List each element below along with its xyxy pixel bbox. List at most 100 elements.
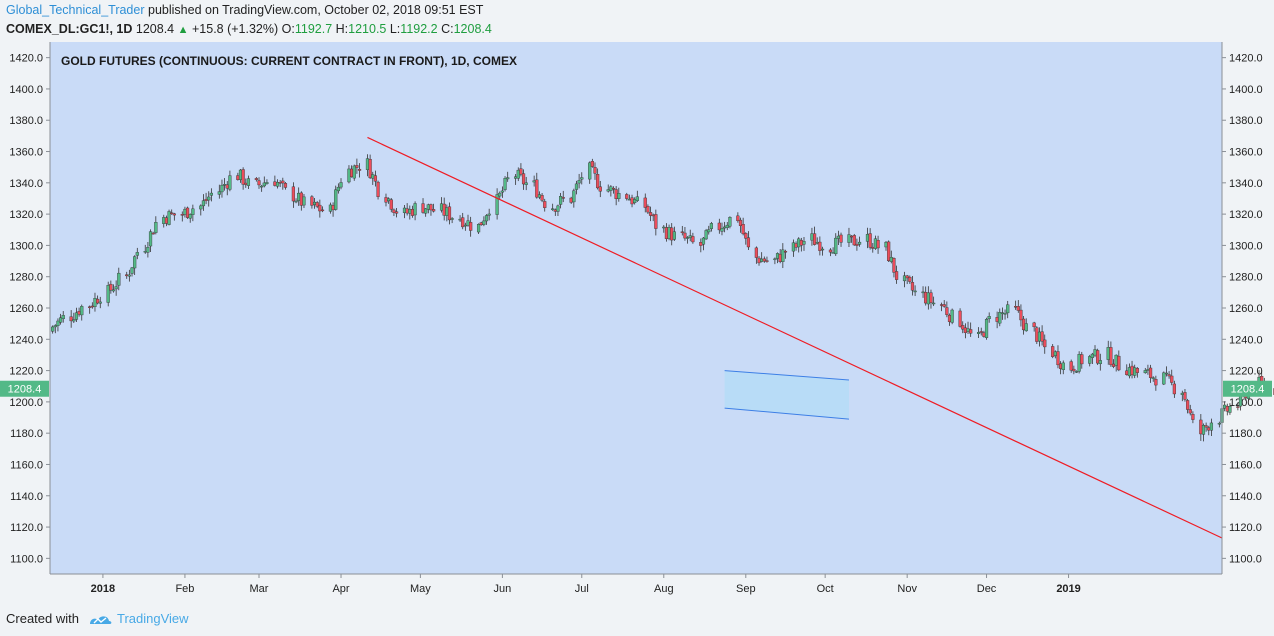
y-tick-label-right: 1160.0 [1229, 459, 1262, 471]
candle-body [680, 231, 684, 233]
candlestick [69, 310, 73, 328]
candlestick [424, 208, 428, 217]
candle-body [932, 302, 936, 305]
candle-body [757, 257, 761, 264]
price-change: +15.8 (+1.32%) [191, 22, 279, 36]
candlestick [357, 163, 362, 178]
candlestick [109, 280, 113, 294]
candle-body [130, 267, 134, 274]
candlestick [1069, 359, 1073, 373]
resistance-trendline[interactable] [367, 136, 1223, 539]
candle-body [746, 237, 751, 248]
candle-body [561, 197, 565, 199]
candlestick [984, 317, 989, 340]
candle-body [1080, 354, 1084, 365]
candlestick [368, 154, 372, 180]
candlestick [469, 216, 473, 237]
candlestick [868, 228, 872, 250]
candlestick [945, 301, 949, 318]
candle-body [1143, 370, 1147, 374]
candle-body [80, 306, 84, 316]
plot-area[interactable] [50, 42, 1222, 574]
candle-body [1170, 375, 1174, 383]
candle-body [887, 241, 891, 262]
candle-body [111, 289, 116, 292]
candle-body [762, 258, 766, 262]
candle-body [699, 242, 703, 246]
candle-body [945, 307, 949, 315]
candlestick [998, 308, 1002, 327]
candlestick [635, 190, 639, 202]
channel-upper-line[interactable] [724, 370, 850, 381]
candle-body [413, 203, 417, 216]
candlestick [738, 217, 743, 233]
candle-body [1098, 360, 1102, 365]
symbol-name: COMEX_DL:GC1!, 1D [6, 22, 133, 36]
candle-body [667, 227, 671, 239]
candlestick [201, 194, 206, 211]
candle-body [1217, 422, 1221, 425]
candlestick [429, 203, 433, 216]
candle-body [1209, 422, 1214, 431]
candlestick [114, 280, 118, 296]
candle-body [135, 252, 139, 256]
tradingview-brand-link[interactable]: TradingView [116, 611, 189, 626]
candle-body [500, 190, 504, 193]
candle-body [167, 211, 171, 225]
candle-body [1125, 370, 1129, 375]
candle-body [979, 331, 983, 333]
candlestick [1151, 376, 1155, 382]
candle-body [553, 209, 557, 212]
candle-body [320, 209, 325, 212]
candle-body [223, 184, 227, 186]
candle-body [77, 310, 81, 315]
y-tick-label-left: 1140.0 [10, 491, 43, 503]
candle-body [98, 301, 102, 304]
candlestick [389, 198, 393, 213]
candlestick [220, 179, 224, 198]
candlestick [958, 308, 962, 328]
candle-body [1014, 306, 1018, 308]
candlestick [625, 192, 629, 201]
candlestick [913, 285, 917, 297]
candle-body [984, 319, 989, 338]
candle-body [1077, 354, 1081, 372]
candlestick [524, 176, 528, 191]
candle-body [432, 209, 436, 212]
publication-line: Global_Technical_Trader published on Tra… [6, 3, 483, 17]
candle-body [987, 316, 991, 319]
candlestick [596, 168, 600, 190]
candle-body [238, 169, 243, 180]
candle-body [1167, 374, 1171, 377]
candle-body [1133, 367, 1137, 376]
candlestick [1186, 398, 1190, 414]
candle-body [998, 312, 1002, 324]
candlestick [707, 225, 711, 235]
y-tick-label-right: 1360.0 [1229, 147, 1263, 159]
candle-body [357, 168, 362, 171]
candlestick [1096, 348, 1100, 366]
candlestick [902, 271, 907, 288]
candle-body [1090, 353, 1094, 358]
author-link[interactable]: Global_Technical_Trader [6, 3, 145, 17]
candle-body [884, 241, 888, 248]
candlestick [1090, 352, 1094, 364]
y-tick-label-right: 1120.0 [1229, 522, 1262, 534]
candlestick [421, 198, 425, 214]
candlestick [680, 225, 684, 236]
candlestick [818, 236, 822, 256]
candle-body [850, 235, 854, 238]
channel-lower-line[interactable] [724, 407, 850, 420]
candle-body [1000, 312, 1005, 314]
candle-body [865, 234, 870, 242]
candle-body [569, 197, 573, 203]
candle-body [347, 168, 351, 183]
candle-body [905, 275, 909, 279]
price-chart[interactable]: 1420.0 1400.0 1380.0 1360.0 1340.0 1320.0 1300… [0, 42, 1274, 604]
candle-body [402, 207, 407, 213]
y-tick-label-left: 1180.0 [10, 428, 43, 440]
candle-body [588, 162, 592, 180]
candlestick [828, 248, 833, 257]
candlestick [1183, 389, 1187, 402]
candlestick [894, 265, 899, 284]
